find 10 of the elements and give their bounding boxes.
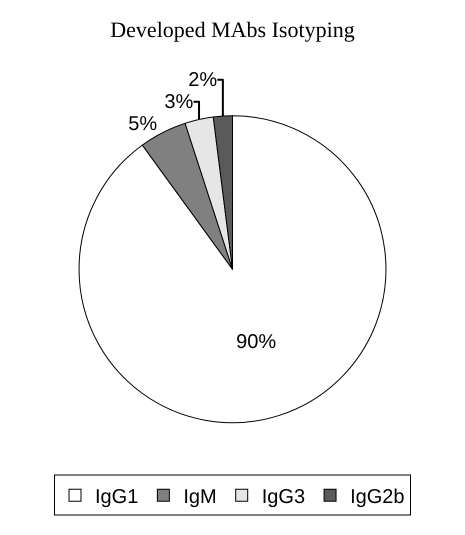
legend-label: IgG2b: [350, 486, 405, 508]
data-label: 5%: [128, 112, 158, 135]
pie-slice: [78, 115, 386, 423]
legend-label: IgG3: [262, 486, 306, 508]
data-label: 3%: [164, 90, 194, 113]
data-label: 2%: [188, 68, 218, 91]
legend-label: IgM: [183, 486, 217, 508]
data-label: 90%: [236, 331, 276, 354]
legend-label: IgG1: [95, 486, 138, 508]
chart-title: Developed MAbs Isotyping: [110, 16, 355, 42]
